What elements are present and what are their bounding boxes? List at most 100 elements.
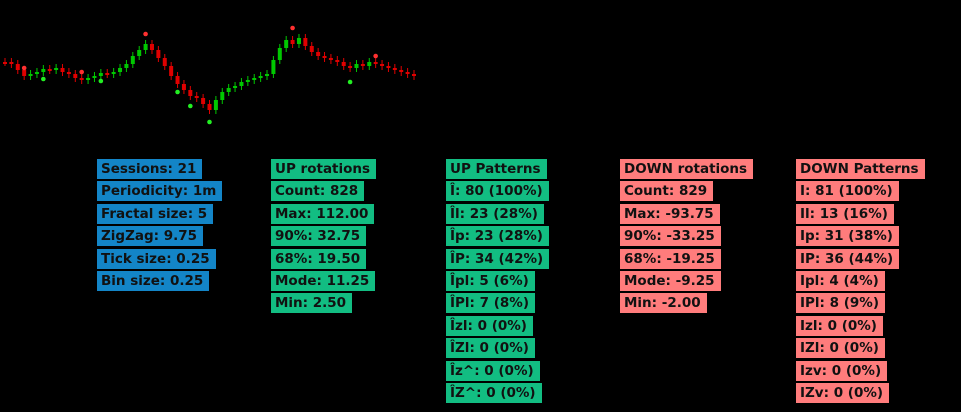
candle-body [265,74,270,76]
up-patterns-panel: UP Patterns Î: 80 (100%) Îl: 23 (28%) Îp… [446,159,550,405]
candle-body [341,62,346,66]
up-pattern-item: Î: 80 (100%) [446,181,549,202]
up-pattern-item: ÎPl: 7 (8%) [446,293,535,314]
candle-body [245,80,250,82]
down-max-label: Max: -93.75 [620,203,720,224]
candle-body [181,84,186,90]
candle-body [175,76,180,84]
down-90pct-label: 90%: -33.25 [620,226,721,247]
candle-body [220,92,225,100]
down-pattern-item: Ipl: 4 (4%) [796,270,885,291]
down-count-label: Count: 829 [620,181,714,202]
candle-body [194,96,199,98]
zigzag-label: ZigZag: 9.75 [97,226,204,247]
down-pattern-item: Izl: 0 (0%) [796,315,883,336]
candle-body [9,62,14,64]
candle-body [162,58,167,66]
candle-body [207,104,212,110]
down-patterns-title: DOWN Patterns [796,159,925,179]
fractal-low-marker [175,89,180,95]
down-patterns-panel: DOWN Patterns I: 81 (100%) Il: 13 (16%) … [796,159,925,405]
fractal-low-marker [41,76,46,82]
candle-body [34,72,39,74]
down-68pct-label: 68%: -19.25 [620,248,721,269]
fractal-high-marker [373,53,378,59]
up-pattern-item: ÎP: 34 (42%) [446,248,550,269]
up-pattern-item: Îl: 23 (28%) [446,203,544,224]
candle-body [66,72,71,74]
fractal-high-marker [143,31,148,37]
down-min-label: Min: -2.00 [620,293,707,314]
down-pattern-item: IZv: 0 (0%) [796,382,890,403]
candle-body [284,40,289,48]
candle-body [296,38,301,44]
candle-body [309,46,314,52]
up-pattern-item: Îzl: 0 (0%) [446,315,533,336]
candle-body [316,52,321,56]
up-90pct-label: 90%: 32.75 [271,226,367,247]
candle-body [405,72,410,74]
fractal-high-marker [21,65,27,71]
up-pattern-item: Îz^: 0 (0%) [446,360,540,381]
candle-body [111,72,116,74]
up-patterns-title: UP Patterns [446,159,547,179]
candle-body [239,82,244,86]
candle-body [73,74,78,78]
candle-body [328,58,333,60]
up-count-label: Count: 828 [271,181,365,202]
fractal-low-marker [188,103,193,109]
candle-body [335,60,340,62]
candle-body [201,98,206,104]
down-pattern-item: Il: 13 (16%) [796,203,894,224]
candle-body [137,50,142,56]
session-info-panel: Sessions: 21 Periodicity: 1m Fractal siz… [97,159,223,293]
up-68pct-label: 68%: 19.50 [271,248,367,269]
candle-body [41,69,46,72]
down-rotations-title: DOWN rotations [620,159,754,179]
candle-body [322,56,327,58]
candle-body [290,40,295,44]
fractal-low-marker [98,78,104,84]
fractal-size-label: Fractal size: 5 [97,203,214,224]
down-pattern-item: Ip: 31 (38%) [796,226,899,247]
bin-size-label: Bin size: 0.25 [97,270,210,291]
candle-body [15,64,20,70]
up-pattern-item: Îp: 23 (28%) [446,226,549,247]
down-pattern-item: IZl: 0 (0%) [796,338,885,359]
candle-body [258,76,263,78]
fractal-low-marker [207,119,212,125]
candle-body [373,62,378,64]
up-pattern-item: Îpl: 5 (6%) [446,270,535,291]
candle-body [380,64,385,66]
candle-body [28,74,33,76]
fractal-high-marker [79,69,84,75]
candle-body [124,64,129,68]
candle-body [354,64,359,68]
price-chart [3,25,416,125]
candle-body [118,68,123,72]
candle-body [149,44,154,50]
candle-body [348,66,353,68]
candle-body [188,90,193,96]
candle-body [47,69,52,71]
candle-body [3,62,7,64]
candle-body [399,70,404,72]
tick-size-label: Tick size: 0.25 [97,248,216,269]
fractal-high-marker [290,25,295,31]
candle-body [252,78,257,80]
down-rotations-panel: DOWN rotations Count: 829 Max: -93.75 90… [620,159,754,316]
candle-body [360,64,365,66]
candle-body [367,62,372,66]
candle-body [233,86,238,88]
candle-body [412,74,416,76]
periodicity-label: Periodicity: 1m [97,181,223,202]
down-pattern-item: IP: 36 (44%) [796,248,900,269]
candle-body [156,50,161,58]
up-mode-label: Mode: 11.25 [271,270,376,291]
up-max-label: Max: 112.00 [271,203,375,224]
candle-body [226,88,231,92]
up-rotations-title: UP rotations [271,159,377,179]
up-rotations-panel: UP rotations Count: 828 Max: 112.00 90%:… [271,159,377,316]
candle-body [86,78,91,80]
candle-body [92,76,97,78]
